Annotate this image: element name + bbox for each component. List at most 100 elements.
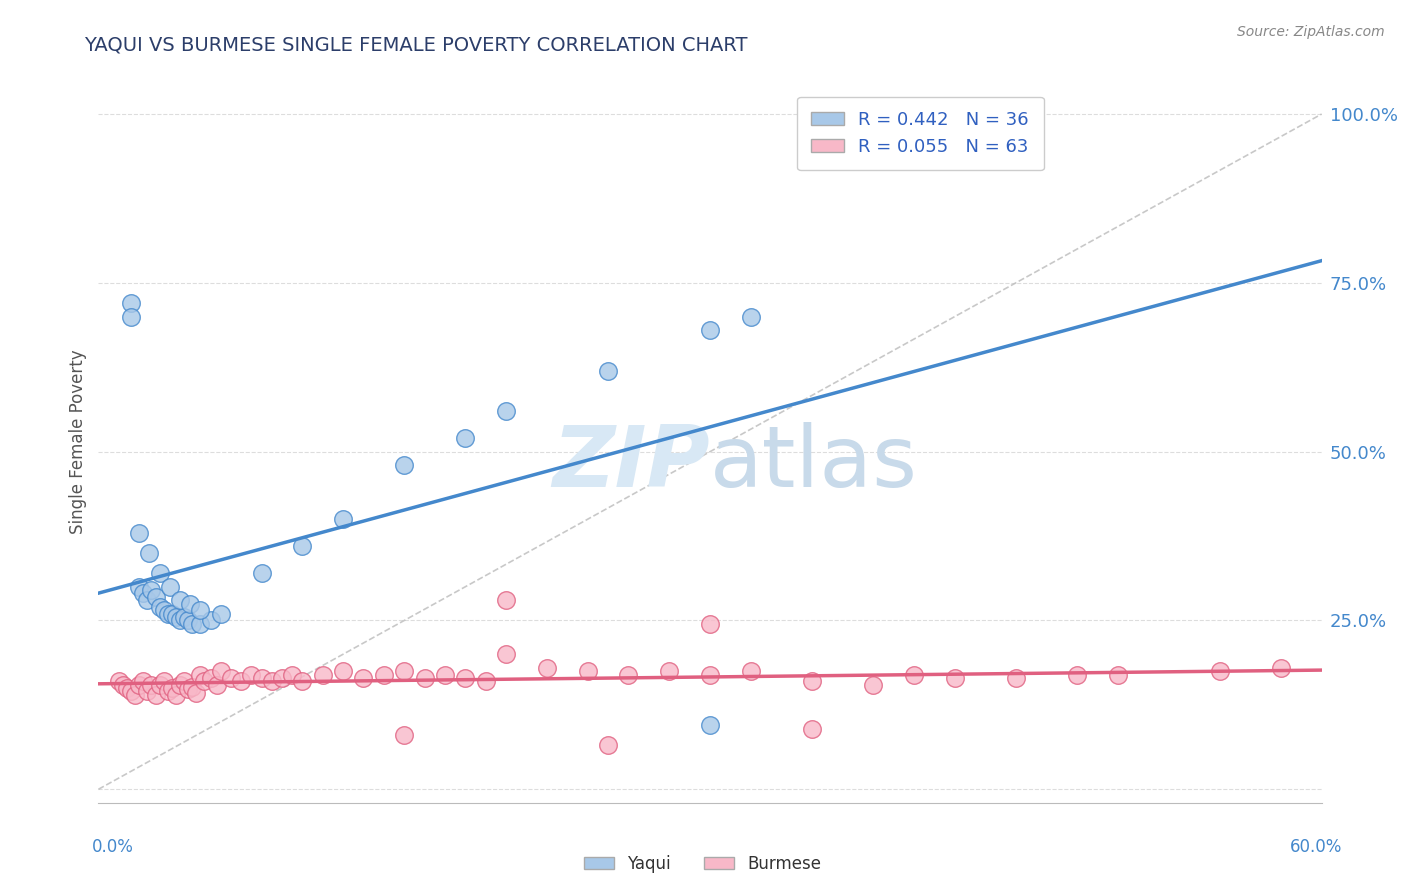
Point: [454, 671, 477, 685]
Point: [617, 667, 640, 681]
Point: [145, 590, 167, 604]
Point: [179, 597, 201, 611]
Point: [392, 664, 416, 678]
Point: [434, 667, 457, 681]
Point: [128, 525, 150, 540]
Point: [173, 610, 195, 624]
Point: [188, 603, 212, 617]
Point: [152, 674, 174, 689]
Point: [1004, 671, 1026, 685]
Point: [165, 610, 187, 624]
Point: [200, 671, 222, 685]
Point: [132, 674, 155, 689]
Point: [260, 674, 283, 689]
Point: [1107, 667, 1129, 681]
Point: [576, 664, 599, 678]
Point: [120, 310, 142, 324]
Point: [1209, 664, 1232, 678]
Point: [658, 664, 681, 678]
Point: [699, 616, 721, 631]
Point: [373, 667, 395, 681]
Point: [1270, 661, 1292, 675]
Point: [181, 616, 204, 631]
Point: [169, 593, 191, 607]
Point: [495, 647, 517, 661]
Text: ZIP: ZIP: [553, 422, 710, 505]
Point: [291, 539, 314, 553]
Point: [149, 599, 172, 614]
Point: [169, 614, 191, 628]
Point: [177, 682, 200, 697]
Point: [495, 593, 517, 607]
Point: [392, 728, 416, 742]
Point: [173, 674, 195, 689]
Point: [177, 614, 200, 628]
Point: [250, 566, 273, 581]
Point: [801, 674, 824, 689]
Point: [111, 678, 134, 692]
Point: [160, 681, 183, 695]
Point: [108, 674, 131, 689]
Point: [352, 671, 374, 685]
Point: [120, 296, 142, 310]
Point: [128, 580, 150, 594]
Point: [145, 688, 167, 702]
Point: [332, 664, 354, 678]
Point: [169, 678, 191, 692]
Point: [943, 671, 966, 685]
Point: [1066, 667, 1088, 681]
Point: [392, 458, 416, 472]
Point: [156, 607, 179, 621]
Point: [209, 607, 232, 621]
Point: [200, 614, 222, 628]
Point: [219, 671, 242, 685]
Point: [159, 580, 181, 594]
Point: [598, 364, 620, 378]
Point: [740, 664, 762, 678]
Text: 0.0%: 0.0%: [91, 838, 134, 856]
Point: [281, 667, 304, 681]
Point: [699, 718, 721, 732]
Point: [156, 684, 179, 698]
Point: [120, 684, 142, 698]
Point: [536, 661, 558, 675]
Point: [250, 671, 273, 685]
Point: [149, 678, 172, 692]
Point: [160, 607, 183, 621]
Point: [413, 671, 436, 685]
Point: [136, 684, 159, 698]
Point: [205, 678, 228, 692]
Point: [193, 674, 215, 689]
Point: [801, 722, 824, 736]
Point: [124, 688, 146, 702]
Point: [332, 512, 354, 526]
Point: [862, 678, 884, 692]
Point: [186, 686, 208, 700]
Text: 60.0%: 60.0%: [1291, 838, 1343, 856]
Point: [165, 688, 187, 702]
Point: [740, 310, 762, 324]
Text: YAQUI VS BURMESE SINGLE FEMALE POVERTY CORRELATION CHART: YAQUI VS BURMESE SINGLE FEMALE POVERTY C…: [84, 36, 748, 54]
Point: [231, 674, 253, 689]
Point: [312, 667, 335, 681]
Text: atlas: atlas: [710, 422, 918, 505]
Point: [138, 546, 160, 560]
Point: [115, 681, 138, 695]
Point: [474, 674, 498, 689]
Point: [136, 593, 159, 607]
Point: [699, 667, 721, 681]
Point: [149, 566, 172, 581]
Point: [188, 667, 212, 681]
Point: [188, 616, 212, 631]
Point: [903, 667, 925, 681]
Y-axis label: Single Female Poverty: Single Female Poverty: [69, 350, 87, 533]
Point: [209, 664, 232, 678]
Point: [291, 674, 314, 689]
Point: [270, 671, 294, 685]
Legend: R = 0.442   N = 36, R = 0.055   N = 63: R = 0.442 N = 36, R = 0.055 N = 63: [797, 96, 1043, 170]
Point: [495, 404, 517, 418]
Point: [128, 678, 150, 692]
Point: [132, 586, 155, 600]
Point: [181, 680, 204, 694]
Point: [240, 667, 263, 681]
